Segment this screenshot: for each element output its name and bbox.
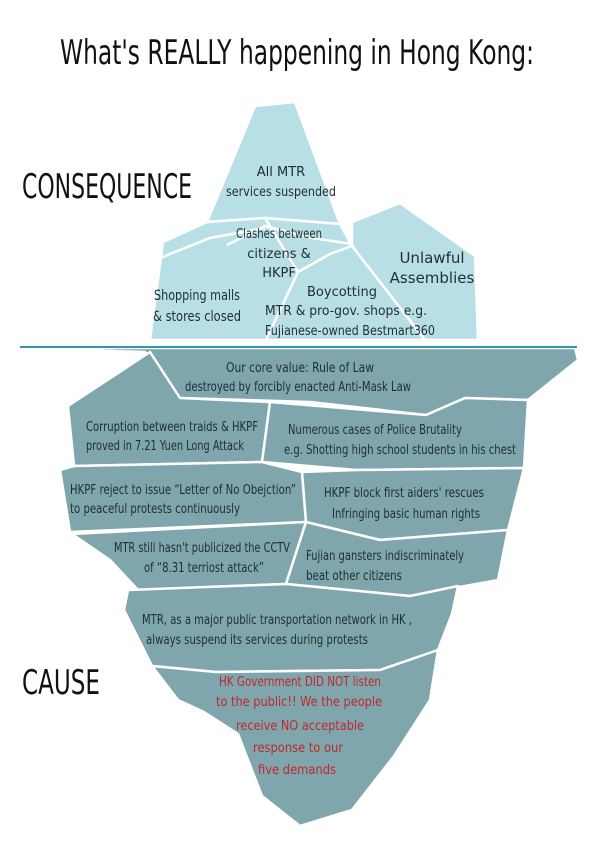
cause-line: HK Government DID NOT listen	[219, 675, 381, 690]
cause-first-aid: HKPF block first aiders' rescues Infring…	[324, 486, 484, 522]
cause-label: CAUSE	[22, 663, 100, 703]
facet-mtr-network	[122, 582, 460, 674]
cause-line: MTR still hasn't publicized the CCTV	[114, 541, 290, 556]
consequence-line: Fujianese-owned Bestmart360	[265, 324, 435, 339]
consequence-line: Boycotting	[307, 285, 377, 300]
cause-line: HKPF block first aiders' rescues	[324, 486, 484, 501]
consequence-boycotting: Boycotting MTR & pro-gov. shops e.g. Fuj…	[265, 285, 435, 339]
cause-line: MTR, as a major public transportation ne…	[142, 613, 412, 628]
facet-brutality	[260, 396, 530, 472]
cause-line: proved in 7.21 Yuen Long Attack	[86, 439, 244, 454]
cause-brutality: Numerous cases of Police Brutality e.g. …	[284, 423, 516, 458]
consequence-line: Assemblies	[390, 269, 475, 287]
consequence-mtr-suspended: All MTR services suspended	[226, 165, 336, 200]
consequence-line: & stores closed	[153, 309, 241, 325]
consequence-line: services suspended	[226, 185, 336, 200]
consequence-clashes: Clashes between citizens & HKPF	[236, 227, 322, 281]
cause-line: e.g. Shotting high school students in hi…	[284, 443, 516, 458]
consequence-label: CONSEQUENCE	[22, 167, 192, 207]
cause-line: always suspend its services during prote…	[146, 633, 368, 648]
cause-letter: HKPF reject to issue “Letter of No Obejc…	[70, 483, 296, 517]
consequence-line: MTR & pro-gov. shops e.g.	[265, 304, 427, 319]
tip-edge	[226, 224, 353, 247]
cause-line: Our core value: Rule of Law	[226, 361, 374, 376]
cause-fujian: Fujian gansters indiscriminately beat ot…	[306, 549, 464, 584]
cause-line: beat other citizens	[306, 569, 402, 584]
cause-line: to peaceful protests continuously	[70, 502, 240, 517]
cause-line: Infringing basic human rights	[332, 507, 480, 522]
cause-line: to the public!! We the people	[216, 695, 382, 710]
tip-edge	[159, 226, 266, 260]
consequence-line: All MTR	[257, 165, 305, 180]
cause-line: Numerous cases of Police Brutality	[288, 423, 462, 438]
consequence-line: HKPF	[262, 266, 296, 281]
cause-line: destroyed by forcibly enacted Anti-Mask …	[185, 380, 411, 395]
cause-line: of “8.31 terriost attack”	[144, 561, 264, 576]
page-title: What's REALLY happening in Hong Kong:	[60, 33, 534, 73]
cause-cctv: MTR still hasn't publicized the CCTV of …	[114, 541, 290, 576]
iceberg-base	[18, 346, 580, 828]
tip-facet-peak	[205, 100, 342, 226]
consequence-line: Shopping malls	[154, 288, 240, 304]
consequence-line: Unlawful	[399, 249, 464, 267]
cause-line: receive NO acceptable	[236, 719, 364, 734]
cause-line: five demands	[258, 763, 336, 778]
cause-rule-of-law: Our core value: Rule of Law destroyed by…	[185, 361, 411, 395]
consequence-malls: Shopping malls & stores closed	[153, 288, 241, 325]
cause-line: Corruption between traids & HKPF	[86, 420, 258, 435]
facet-cctv	[70, 520, 308, 592]
facet-government	[150, 648, 440, 828]
consequence-line: Clashes between	[236, 227, 322, 242]
cause-line: Fujian gansters indiscriminately	[306, 549, 464, 564]
consequence-line: citizens &	[247, 247, 311, 262]
cause-government: HK Government DID NOT listen to the publ…	[216, 675, 382, 778]
cause-corruption: Corruption between traids & HKPF proved …	[86, 420, 258, 454]
cause-line: response to our	[253, 741, 344, 756]
tip-edge	[297, 244, 353, 274]
consequence-unlawful: Unlawful Assemblies	[390, 249, 475, 287]
cause-line: HKPF reject to issue “Letter of No Obejc…	[70, 483, 296, 498]
tip-edges	[159, 224, 353, 274]
cause-mtr-network: MTR, as a major public transportation ne…	[142, 613, 412, 648]
